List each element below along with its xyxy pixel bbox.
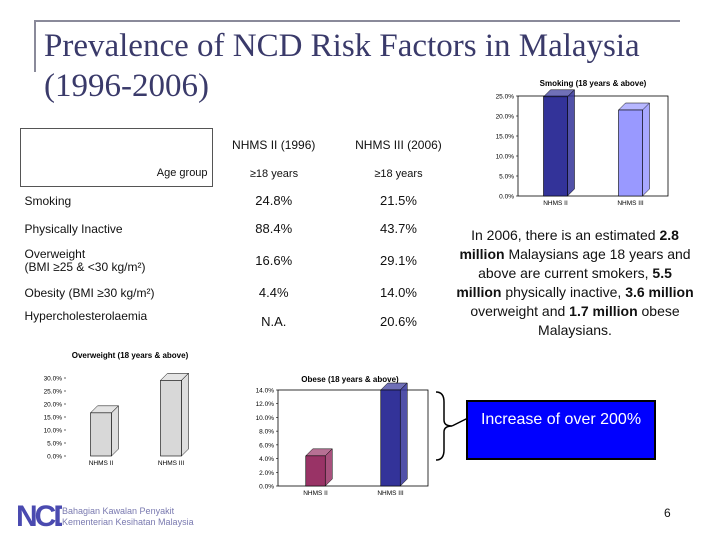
summary-text: In 2006, there is an estimated 2.8 milli… (455, 226, 695, 340)
row-label-overweight-main: Overweight (24, 246, 86, 261)
x-tick-label: NHMS III (617, 200, 644, 207)
y-tick-label: 2.0% (259, 470, 274, 477)
risk-factor-table: NHMS II (1996) NHMS III (2006) Age group… (20, 128, 462, 337)
table-corner (20, 128, 213, 161)
cell-overweight-1996: 16.6% (255, 253, 293, 268)
y-tick-label: 30.0% (44, 376, 63, 383)
title-rule (34, 20, 680, 22)
cell-cholesterol-2006: 20.6% (380, 314, 417, 329)
y-tick-label: 6.0% (259, 442, 274, 449)
title-line-2: (1996-2006) (44, 68, 209, 104)
logo-line-1: Bahagian Kawalan Penyakit (62, 506, 175, 516)
overweight-chart: Overweight (18 years & above) 0.0% 5.0% 10.… (44, 351, 190, 467)
x-tick-label: NHMS II (543, 200, 568, 207)
cell-inactive-2006: 43.7% (380, 221, 417, 236)
y-tick-label: 10.0% (496, 154, 515, 161)
cell-smoking-2006: 21.5% (380, 193, 417, 208)
bar (305, 455, 326, 487)
y-tick-label: 20.0% (44, 402, 63, 409)
x-tick-label: NHMS III (377, 490, 404, 497)
y-tick-label: 5.0% (499, 174, 514, 181)
table-row: Overweight (BMI ≥25 & <30 kg/m²) 16.6% 2… (21, 243, 462, 279)
cell-smoking-1996: 24.8% (255, 193, 293, 208)
chart-title: Smoking (18 years & above) (540, 79, 647, 88)
bar-side (400, 382, 408, 487)
summary-part: Malaysians age 18 years and above are cu… (478, 246, 691, 281)
bar (543, 96, 568, 197)
logo-line-2: Kementerian Kesihatan Malaysia (62, 517, 194, 527)
row-label-overweight-sub: (BMI ≥25 & <30 kg/m²) (24, 259, 146, 274)
cell-overweight-2006: 29.1% (380, 253, 417, 268)
bar-side (642, 102, 650, 197)
col-header-2006: NHMS III (2006) (335, 128, 462, 161)
age-group-1996: ≥18 years (212, 160, 336, 187)
x-tick-label: NHMS II (303, 490, 328, 497)
bar (90, 412, 112, 457)
row-label-smoking: Smoking (24, 193, 72, 208)
cell-obesity-1996: 4.4% (258, 285, 289, 300)
summary-part: obese Malaysians. (538, 303, 680, 338)
y-tick-label: 0.0% (259, 484, 274, 491)
row-label-obesity: Obesity (BMI ≥30 kg/m²) (24, 285, 155, 300)
col-header-1996: NHMS II (1996) (212, 128, 336, 161)
y-tick-label: 5.0% (47, 441, 62, 448)
table-row: Smoking 24.8% 21.5% (21, 187, 462, 215)
age-group-label: Age group (20, 160, 213, 187)
y-tick-label: 0.0% (47, 454, 62, 461)
cell-obesity-2006: 14.0% (380, 285, 417, 300)
summary-part: physically inactive, (501, 284, 626, 300)
ncd-logo: NCD (16, 500, 62, 532)
y-tick-label: 15.0% (44, 415, 63, 422)
bar-side (567, 89, 575, 197)
bar (160, 380, 182, 457)
table-row: Physically Inactive 88.4% 43.7% (21, 215, 462, 243)
y-tick-label: 20.0% (496, 114, 515, 121)
age-group-2006: ≥18 years (335, 160, 462, 187)
title-line-1: Prevalence of NCD Risk Factors in Malays… (44, 28, 640, 64)
increase-callout: Increase of over 200% (466, 400, 656, 460)
slide-title: Prevalence of NCD Risk Factors in Malays… (44, 26, 684, 106)
page-number: 6 (664, 506, 671, 520)
y-tick-label: 14.0% (256, 388, 275, 395)
cell-cholesterol-1996: N.A. (261, 314, 287, 329)
y-tick-label: 8.0% (259, 429, 274, 436)
y-tick-label: 25.0% (44, 389, 63, 396)
summary-part: In 2006, there is an estimated (471, 227, 660, 243)
cell-inactive-1996: 88.4% (255, 221, 293, 236)
logo-text: Bahagian Kawalan Penyakit Kementerian Ke… (62, 506, 194, 528)
summary-obese-count: 1.7 million (569, 303, 638, 319)
obese-chart: Obese (18 years & above) 0.0% 2.0% 4.0% 6.0%… (256, 375, 429, 497)
x-tick-label: NHMS III (158, 460, 185, 467)
y-tick-label: 4.0% (259, 456, 274, 463)
svg-text:NCD: NCD (16, 500, 62, 532)
y-tick-label: 10.0% (44, 428, 63, 435)
y-tick-label: 0.0% (499, 194, 514, 201)
bar-side (111, 405, 119, 457)
bar (618, 109, 643, 197)
y-tick-label: 15.0% (496, 134, 515, 141)
chart-title: Overweight (18 years & above) (72, 351, 189, 360)
smoking-chart: Smoking (18 years & above) 0.0% 5.0% 10.0% 1… (496, 79, 669, 207)
summary-inactive-count: 5.5 million (456, 265, 672, 300)
row-label-cholesterol: Hypercholesterolaemia (24, 308, 148, 323)
summary-smokers-count: 2.8 million (459, 227, 679, 262)
bar (380, 389, 401, 487)
table-row: Obesity (BMI ≥30 kg/m²) 4.4% 14.0% (21, 279, 462, 307)
x-tick-label: NHMS II (89, 460, 114, 467)
brace-connector (435, 391, 469, 461)
y-tick-label: 10.0% (256, 415, 275, 422)
y-tick-label: 12.0% (256, 401, 275, 408)
table-row: Hypercholesterolaemia N.A. 20.6% (21, 307, 462, 337)
title-rule-vertical (34, 20, 36, 72)
row-label-inactive: Physically Inactive (24, 221, 123, 236)
y-tick-label: 25.0% (496, 94, 515, 101)
chart-title: Obese (18 years & above) (301, 375, 399, 384)
summary-overweight-count: 3.6 million (625, 284, 694, 300)
row-label-overweight: Overweight (BMI ≥25 & <30 kg/m²) (21, 243, 213, 279)
bar-side (181, 372, 189, 457)
summary-part: overweight and (470, 303, 570, 319)
